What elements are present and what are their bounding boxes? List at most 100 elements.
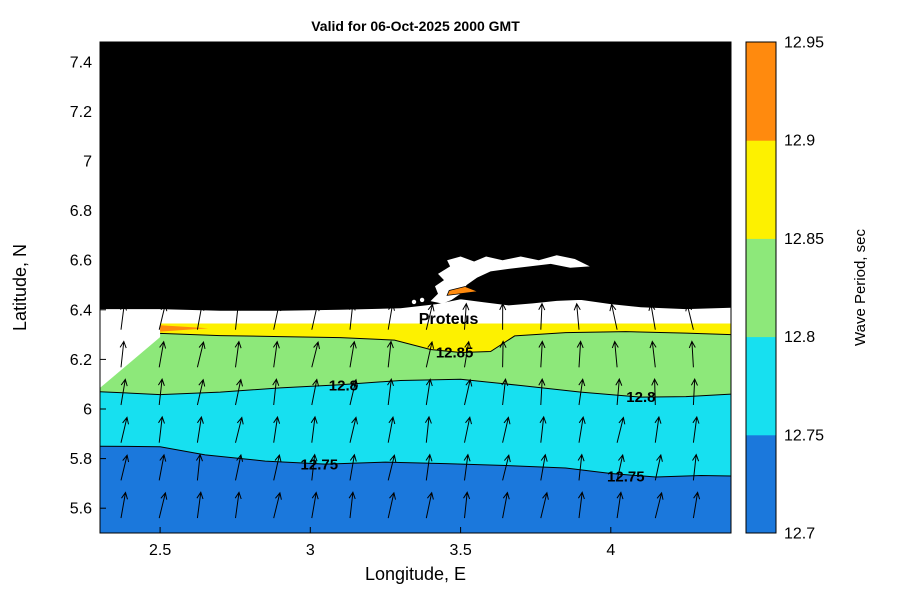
quiver-arrow [685, 303, 694, 330]
quiver-arrow [120, 302, 127, 330]
quiver-arrow [119, 340, 127, 368]
quiver-arrow [234, 340, 242, 368]
quiver-arrow [235, 416, 244, 443]
quiver-arrow [234, 302, 242, 330]
quiver-arrow [654, 491, 664, 519]
quiver-arrow [196, 491, 204, 519]
band-12.75-12.80 [100, 379, 731, 477]
y-axis-label: Latitude, N [10, 244, 30, 331]
quiver-arrow [349, 378, 358, 406]
quiver-arrow [272, 340, 280, 368]
quiver-arrow [539, 415, 547, 443]
quiver-arrow [273, 453, 282, 481]
quiver-arrow [502, 454, 511, 481]
quiver-arrow [651, 377, 659, 406]
quiver-arrow [120, 491, 128, 519]
quiver-arrow [464, 416, 472, 443]
quiver-arrow [235, 378, 243, 406]
quiver-arrow [158, 491, 168, 519]
quiver-arrow [425, 340, 435, 368]
quiver-arrow [235, 453, 244, 481]
quiver-arrow [234, 491, 242, 519]
quiver-arrow [499, 340, 507, 368]
contour-label: 12.75 [607, 469, 645, 486]
quiver-arrow [463, 453, 471, 481]
quiver-arrow [463, 491, 471, 519]
quiver-arrow [273, 303, 282, 330]
quiver-arrow [502, 491, 510, 519]
y-tick-label: 5.8 [70, 451, 92, 468]
y-tick-label: 6.8 [70, 203, 92, 220]
colorbar-frame [745, 41, 777, 534]
contour-label: 12.75 [301, 457, 339, 474]
coast-speck [411, 299, 417, 305]
quiver-arrow [577, 491, 585, 519]
quiver-arrow [654, 453, 663, 481]
colorbar-band-12.75-12.8 [746, 336, 776, 436]
quiver-arrow [462, 302, 470, 330]
quiver-arrow [692, 491, 701, 519]
colorbar-label: Wave Period, sec [852, 229, 869, 346]
y-tick-label: 7.2 [70, 104, 92, 121]
colorbar-tick-label: 12.9 [784, 133, 815, 150]
quiver-arrow [425, 453, 433, 481]
quiver-arrow [311, 340, 320, 368]
quiver-arrow [120, 454, 130, 481]
quiver-arrow [425, 378, 433, 406]
quiver-arrow [387, 302, 395, 330]
quiver-arrow [310, 453, 318, 481]
quiver-arrow [576, 340, 584, 368]
quiver-arrow [502, 416, 511, 443]
quiver-arrow [577, 453, 585, 481]
quiver-arrow [348, 302, 356, 330]
colorbar: 12.7 12.75 12.8 12.85 12.9 12.95 Wave Period, … [745, 35, 869, 543]
quiver-arrow [349, 416, 358, 443]
y-tick-label: 6 [83, 402, 92, 419]
quiver-arrow [158, 453, 167, 481]
quiver-arrow [120, 378, 128, 406]
quiver-arrow [387, 491, 396, 519]
quiver-arrow [538, 302, 546, 330]
y-tick-label: 5.6 [70, 501, 92, 518]
quiver-arrow [273, 415, 281, 443]
quiver-arrow [540, 453, 548, 481]
quiver-arrow [348, 491, 356, 519]
quiver-arrow [648, 302, 656, 330]
contour-label: 12.8 [329, 378, 358, 395]
quiver-arrow [578, 415, 586, 443]
quiver-arrow [196, 340, 206, 368]
quiver-arrow [387, 378, 394, 406]
orange-patch-estuary [446, 286, 479, 296]
x-tick-label: 3 [306, 542, 315, 559]
quiver-arrow [692, 453, 700, 481]
colorbar-band-12.9-12.95 [746, 42, 776, 141]
quiver-arrow [464, 378, 473, 406]
colorbar-band-12.8-12.85 [746, 238, 776, 338]
quiver-arrow [540, 491, 549, 519]
quiver-arrow [616, 453, 625, 481]
contour-line-12.85 [100, 331, 731, 381]
plot-area: Proteus 12.85 12.8 12.8 12.75 12.75 [100, 42, 731, 533]
axes-frame [99, 41, 732, 534]
quiver-arrow [499, 302, 507, 330]
contour-label: 12.85 [436, 345, 474, 362]
quiver-arrow [311, 491, 319, 519]
quiver-arrow [196, 415, 204, 443]
colorbar-tick-label: 12.75 [784, 427, 824, 444]
colorbar-tick-label: 12.7 [784, 526, 815, 543]
colorbar-band-12.7-12.75 [746, 434, 776, 534]
x-tick-label: 4 [606, 542, 615, 559]
quiver-arrow [425, 491, 434, 519]
coast-speck [419, 297, 425, 303]
quiver-arrow [538, 340, 546, 368]
colorbar-band-12.85-12.9 [746, 140, 776, 239]
quiver-arrow [273, 491, 282, 519]
quiver-arrow [158, 415, 165, 443]
quiver-arrow [424, 415, 432, 443]
x-axis-label: Longitude, E [365, 564, 466, 584]
quiver-arrow [196, 302, 205, 330]
colorbar-tick-label: 12.8 [784, 329, 815, 346]
quiver-arrow [120, 416, 129, 443]
